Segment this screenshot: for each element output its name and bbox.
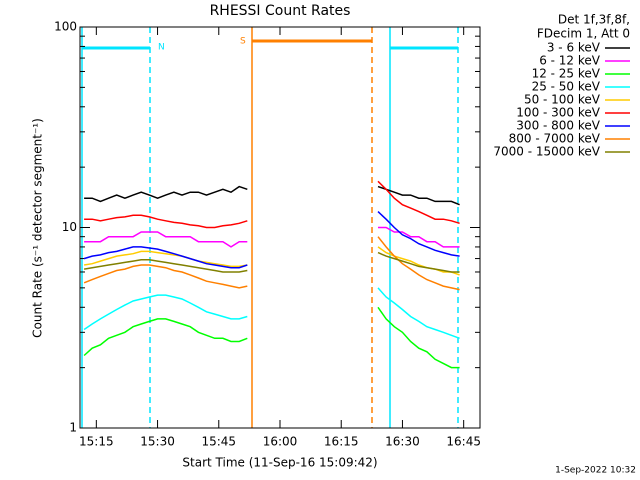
- y-axis-label: Count Rate (s⁻¹ detector segment⁻¹): [31, 118, 45, 338]
- series-line: [83, 306, 460, 369]
- legend-label: 12 - 25 keV: [532, 67, 601, 81]
- series-line: [84, 185, 460, 206]
- legend-header: FDecim 1, Att 0: [537, 27, 630, 41]
- legend-label: 25 - 50 keV: [532, 80, 601, 94]
- legend-label: 3 - 6 keV: [547, 41, 601, 55]
- x-tick-label: 15:30: [140, 435, 175, 449]
- legend-label: 100 - 300 keV: [516, 106, 600, 120]
- legend-label: 6 - 12 keV: [539, 54, 601, 68]
- y-tick-label: 10: [62, 220, 77, 234]
- legend-label: 800 - 7000 keV: [509, 132, 601, 146]
- legend-label: 7000 - 15000 keV: [493, 145, 600, 159]
- legend-label: 50 - 100 keV: [524, 93, 601, 107]
- x-axis-label: Start Time (11-Sep-16 15:09:42): [182, 456, 377, 470]
- x-tick-label: 16:45: [446, 435, 481, 449]
- series-line: [83, 287, 460, 340]
- legend-label: 300 - 800 keV: [516, 119, 600, 133]
- series-line: [84, 226, 460, 248]
- state-indicators: [81, 27, 459, 428]
- x-tick-label: 15:15: [79, 435, 114, 449]
- x-tick-label: 16:15: [324, 435, 359, 449]
- series-line: [84, 180, 460, 229]
- x-tick-label: 15:45: [201, 435, 236, 449]
- footer: 1-Sep-2022 10:32: [555, 466, 636, 476]
- annotation: N: [158, 43, 165, 53]
- chart-title: RHESSI Count Rates: [210, 3, 351, 19]
- series-line: [83, 211, 460, 269]
- annotation: S: [240, 37, 246, 47]
- x-tick-label: 16:30: [385, 435, 420, 449]
- series-line: [83, 251, 460, 273]
- x-tick-label: 16:00: [263, 435, 298, 449]
- y-tick-label: 1: [69, 421, 77, 435]
- legend-header: Det 1f,3f,8f,: [558, 13, 630, 27]
- series-line: [83, 246, 460, 276]
- series-line: [83, 236, 460, 291]
- y-tick-label: 100: [54, 20, 77, 34]
